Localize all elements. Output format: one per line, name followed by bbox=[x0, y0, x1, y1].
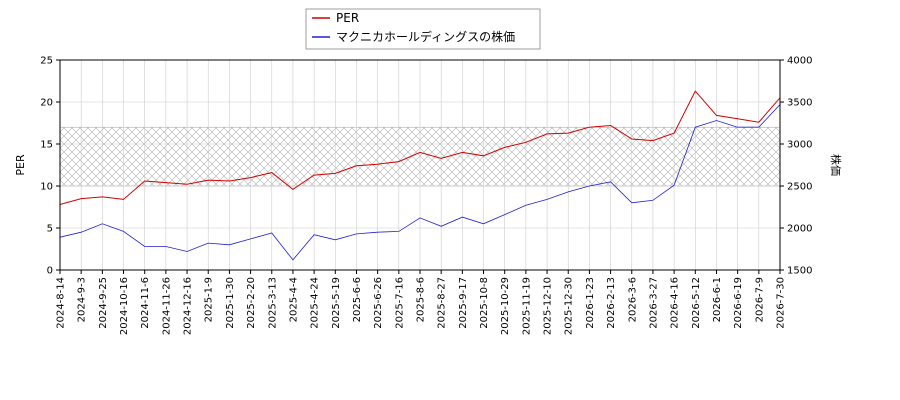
legend: PER マクニカホールディングスの株価 bbox=[305, 8, 541, 50]
left-axis: 0 5 10 15 20 25 bbox=[40, 56, 60, 277]
x-tick-label: 2025-4-4 bbox=[288, 277, 299, 322]
x-tick-label: 2026-3-6 bbox=[627, 277, 638, 322]
x-tick-label: 2026-7-9 bbox=[754, 277, 765, 322]
left-tick-label: 0 bbox=[47, 266, 53, 277]
x-tick-label: 2025-10-29 bbox=[500, 277, 511, 335]
x-tick-label: 2026-4-16 bbox=[670, 277, 681, 329]
left-tick-label: 5 bbox=[47, 224, 53, 235]
x-axis: 2024-8-14 2024-9-3 2024-9-25 2024-10-16 2024… bbox=[56, 270, 787, 335]
left-tick-label: 10 bbox=[40, 182, 53, 193]
x-tick-label: 2025-1-30 bbox=[225, 277, 236, 329]
x-tick-label: 2024-11-26 bbox=[161, 277, 172, 335]
x-tick-label: 2026-2-13 bbox=[606, 277, 617, 329]
x-tick-label: 2025-11-19 bbox=[521, 277, 532, 335]
x-tick-label: 2025-8-6 bbox=[416, 277, 427, 322]
x-tick-label: 2024-10-16 bbox=[119, 277, 130, 335]
right-tick-label: 1500 bbox=[787, 266, 812, 277]
x-tick-label: 2025-5-19 bbox=[331, 277, 342, 329]
right-tick-label: 3000 bbox=[787, 140, 812, 151]
x-tick-label: 2026-3-27 bbox=[648, 277, 659, 329]
x-tick-label: 2024-9-3 bbox=[77, 277, 88, 322]
right-tick-label: 4000 bbox=[787, 56, 812, 67]
x-tick-label: 2025-12-10 bbox=[543, 277, 554, 335]
x-tick-label: 2025-10-8 bbox=[479, 277, 490, 329]
x-tick-label: 2025-3-13 bbox=[267, 277, 278, 329]
x-tick-label: 2025-4-24 bbox=[310, 277, 321, 329]
x-tick-label: 2025-2-20 bbox=[246, 277, 257, 329]
x-tick-label: 2026-6-19 bbox=[733, 277, 744, 329]
series-line-per bbox=[60, 90, 780, 205]
right-tick-label: 2500 bbox=[787, 182, 812, 193]
left-tick-label: 25 bbox=[40, 56, 53, 67]
x-tick-label: 2024-12-16 bbox=[183, 277, 194, 335]
legend-box bbox=[305, 8, 541, 50]
x-tick-label: 2025-8-27 bbox=[437, 277, 448, 329]
x-tick-label: 2025-1-9 bbox=[204, 277, 215, 322]
right-tick-label: 2000 bbox=[787, 224, 812, 235]
x-tick-label: 2024-9-25 bbox=[98, 277, 109, 329]
x-tick-label: 2024-8-14 bbox=[56, 277, 67, 329]
x-tick-label: 2026-6-1 bbox=[712, 277, 723, 322]
x-tick-label: 2024-11-6 bbox=[140, 277, 151, 329]
left-axis-title: PER bbox=[14, 154, 27, 176]
x-tick-label: 2025-7-16 bbox=[394, 277, 405, 329]
legend-label-per: PER bbox=[336, 11, 359, 25]
left-tick-label: 20 bbox=[40, 98, 53, 109]
x-tick-label: 2026-5-12 bbox=[691, 277, 702, 329]
legend-label-stock-price: マクニカホールディングスの株価 bbox=[336, 29, 515, 44]
right-axis: 1500 2000 2500 3000 3500 4000 bbox=[780, 56, 812, 277]
series-line-stock-price bbox=[60, 104, 780, 261]
left-tick-label: 15 bbox=[40, 140, 53, 151]
x-tick-label: 2026-7-30 bbox=[776, 277, 787, 329]
x-tick-label: 2025-6-26 bbox=[373, 277, 384, 329]
x-tick-label: 2025-9-17 bbox=[458, 277, 469, 329]
right-axis-title: 株価 bbox=[829, 154, 843, 176]
x-tick-label: 2025-6-6 bbox=[352, 277, 363, 322]
x-tick-label: 2025-12-30 bbox=[564, 277, 575, 335]
x-tick-label: 2026-1-23 bbox=[585, 277, 596, 329]
right-tick-label: 3500 bbox=[787, 98, 812, 109]
